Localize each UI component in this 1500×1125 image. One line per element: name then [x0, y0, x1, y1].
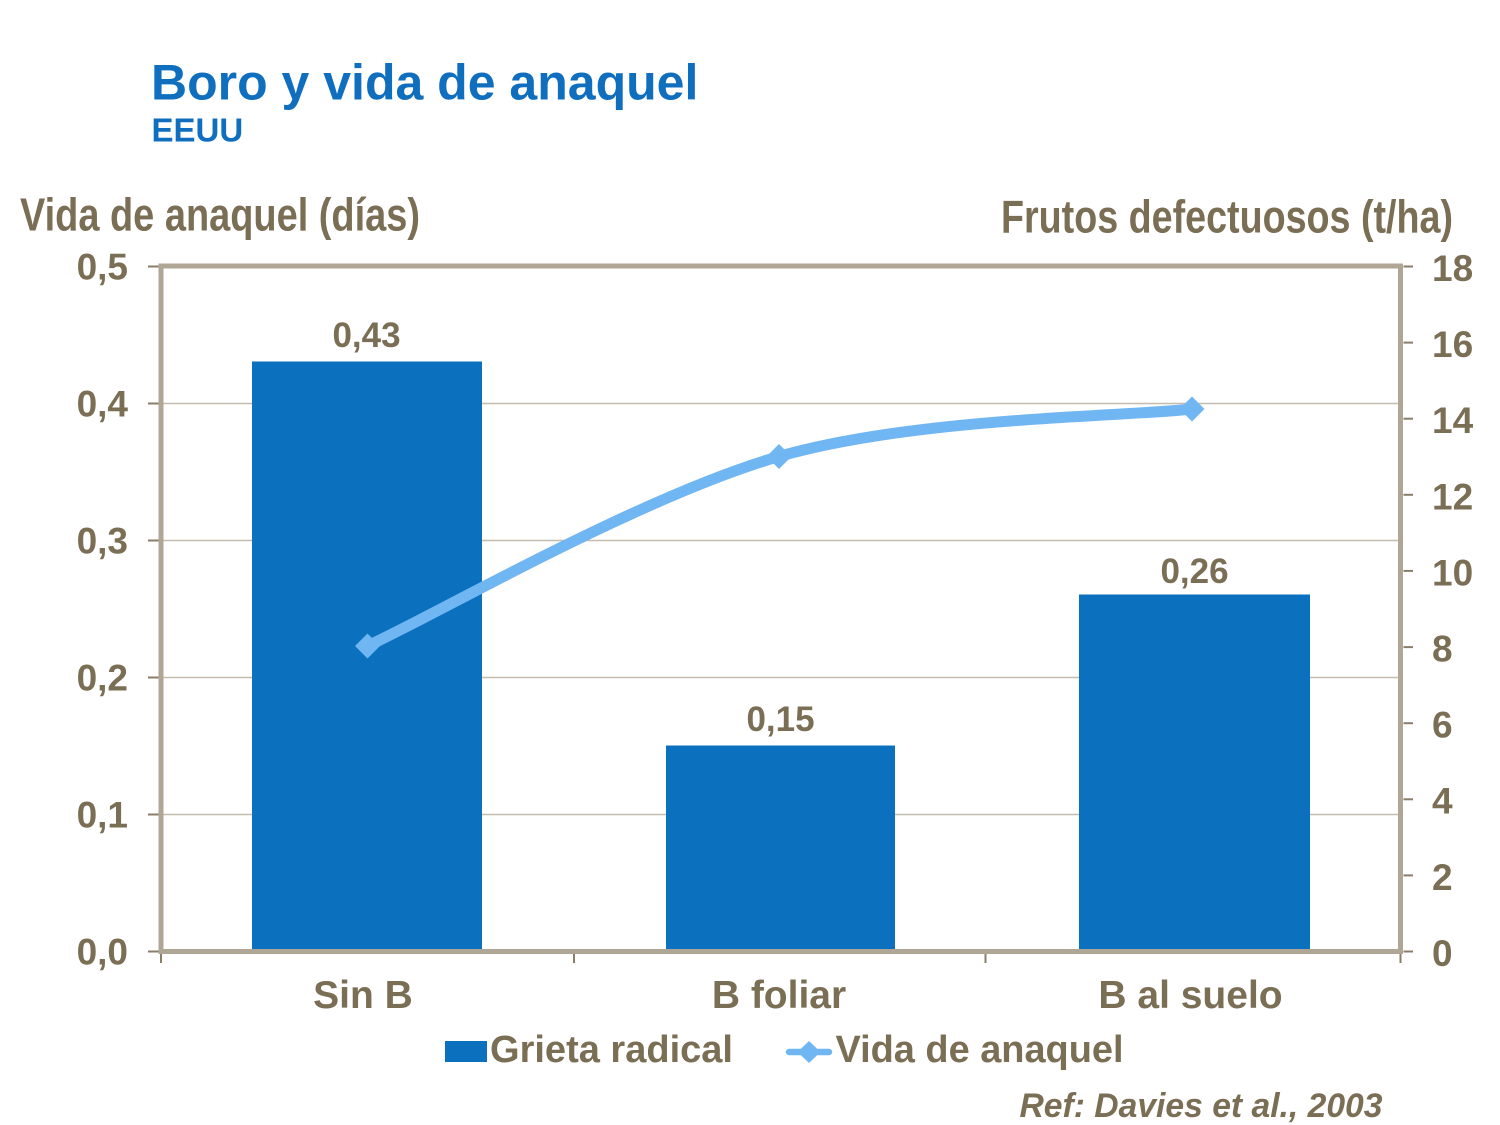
- svg-text:0,5: 0,5: [77, 247, 128, 288]
- svg-text:0,2: 0,2: [77, 658, 128, 699]
- svg-text:Ref: Davies et al., 2003: Ref: Davies et al., 2003: [1020, 1087, 1383, 1125]
- svg-text:12: 12: [1432, 476, 1473, 517]
- svg-text:EEUU: EEUU: [152, 112, 244, 149]
- svg-text:0,0: 0,0: [77, 932, 128, 973]
- svg-text:Frutos defectuosos (t/ha): Frutos defectuosos (t/ha): [1001, 191, 1453, 243]
- svg-text:0,43: 0,43: [332, 316, 400, 355]
- svg-text:0: 0: [1432, 933, 1453, 974]
- svg-text:Sin B: Sin B: [313, 974, 413, 1017]
- svg-text:Vida de anaquel (días): Vida de anaquel (días): [20, 189, 420, 241]
- svg-text:14: 14: [1432, 400, 1474, 441]
- svg-text:Boro y vida de anaquel: Boro y vida de anaquel: [151, 55, 698, 111]
- svg-text:10: 10: [1432, 552, 1473, 593]
- svg-text:B al suelo: B al suelo: [1098, 974, 1282, 1017]
- svg-text:Grieta radical: Grieta radical: [490, 1029, 733, 1071]
- svg-text:0,15: 0,15: [746, 700, 814, 739]
- svg-text:0,1: 0,1: [77, 795, 128, 836]
- svg-text:4: 4: [1432, 781, 1453, 822]
- svg-text:0,3: 0,3: [77, 521, 128, 562]
- svg-text:16: 16: [1432, 324, 1473, 365]
- svg-text:8: 8: [1432, 629, 1453, 670]
- svg-text:18: 18: [1432, 248, 1473, 289]
- svg-text:0,4: 0,4: [77, 384, 129, 425]
- svg-text:0,26: 0,26: [1160, 552, 1228, 591]
- svg-text:6: 6: [1432, 705, 1453, 746]
- svg-text:Vida de anaquel: Vida de anaquel: [836, 1029, 1124, 1071]
- svg-text:B foliar: B foliar: [712, 974, 846, 1017]
- svg-text:2: 2: [1432, 857, 1453, 898]
